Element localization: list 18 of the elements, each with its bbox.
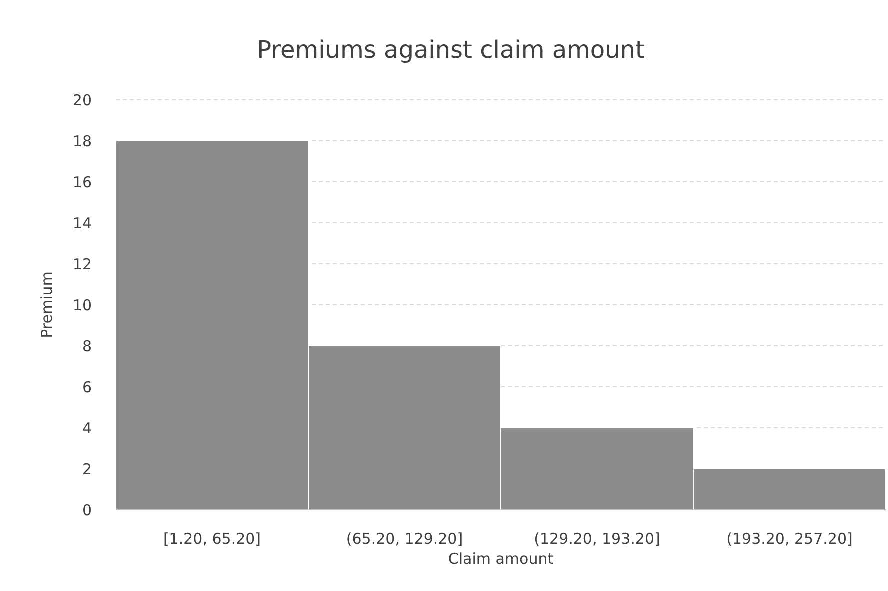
x-axis-title: Claim amount	[448, 550, 554, 568]
y-tick-label: 10	[72, 296, 92, 314]
y-tick-label: 12	[72, 255, 92, 274]
x-tick-label: (65.20, 129.20]	[346, 530, 464, 548]
x-tick-label: [1.20, 65.20]	[163, 530, 262, 548]
y-tick-label: 2	[82, 460, 92, 478]
y-tick-label: 8	[82, 337, 92, 356]
y-tick-label: 0	[82, 501, 92, 520]
x-tick-label: (193.20, 257.20]	[726, 530, 853, 548]
y-tick-label: 4	[82, 419, 92, 438]
y-tick-label: 14	[72, 214, 92, 232]
x-tick-label: (129.20, 193.20]	[534, 530, 660, 548]
y-tick-label: 20	[72, 91, 92, 110]
y-axis-title: Premium	[38, 272, 56, 338]
y-tick-label: 18	[72, 132, 92, 150]
y-tick-label: 16	[72, 173, 92, 192]
y-tick-label: 6	[82, 378, 92, 396]
chart-title: Premiums against claim amount	[257, 36, 645, 64]
